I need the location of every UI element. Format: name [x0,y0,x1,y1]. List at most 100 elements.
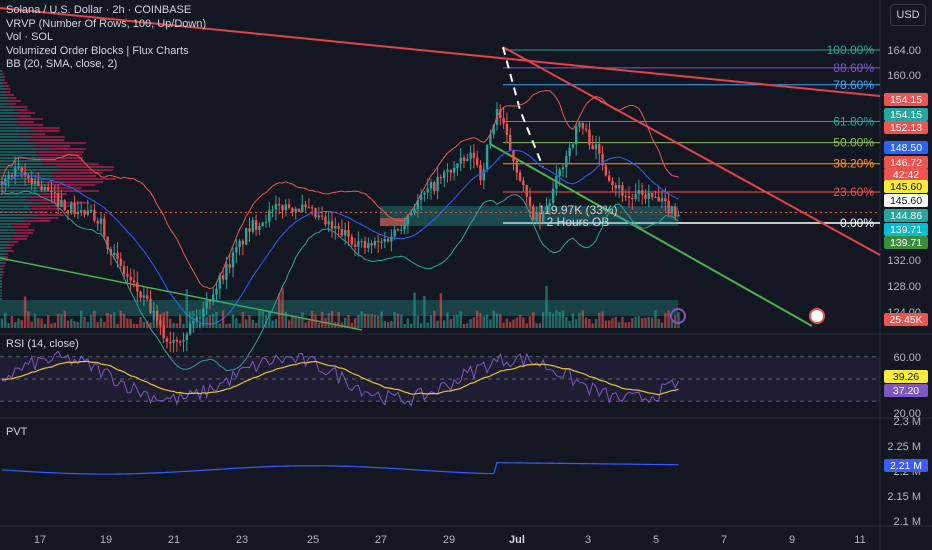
candle-body [452,167,456,173]
candle-body [119,258,122,266]
volume-profile-row [0,274,2,276]
time-axis-tick: 29 [443,534,455,546]
candle-body [380,241,383,243]
volume-profile-row [5,91,11,93]
chart-legend: Solana / U.S. Dollar · 2h · COINBASE VRV… [6,4,206,72]
volume-bar [202,317,205,328]
volume-bar [311,311,314,328]
rsi-value-text: 37.20 [893,385,919,397]
volume-bar [654,310,657,328]
candle-body [241,240,245,245]
volume-profile-row [0,292,1,294]
volume-bar [439,293,443,328]
volume-bar [188,311,192,328]
indicator-bollinger[interactable]: BB (20, SMA, close, 2) [6,58,118,70]
volume-bar [363,313,367,328]
volume-bar [446,312,449,328]
candle-body [396,229,400,231]
order-block-zone [380,206,678,226]
volume-profile-row [0,88,5,90]
candle-body [0,181,4,186]
rsi-pane-label[interactable]: RSI (14, close) [6,338,79,350]
candle-body [555,175,558,189]
candle-body [598,144,601,154]
volume-bar [33,314,37,328]
volume-bar [403,323,406,328]
volume-bar [284,311,287,328]
sparkle-icon[interactable] [670,308,686,324]
trendline-red-lower [502,46,881,256]
volume-bar [198,323,202,328]
candle-body [53,192,56,194]
volume-bar [608,320,611,328]
volume-bar [83,316,86,328]
price-label-text: 145.60 [890,195,922,207]
volume-bar [235,318,238,328]
volume-profile-row [0,244,7,246]
candle-body [80,210,83,212]
candle-body [20,167,23,173]
volume-profile-row [4,253,9,255]
volume-profile-row [1,295,2,297]
candle-body [584,128,588,130]
volume-bar [119,310,122,328]
volume-profile-row [1,280,2,282]
candle-body [637,190,641,194]
volume-profile-row [44,184,96,186]
volume-bar [373,315,377,328]
pvt-pane-label[interactable]: PVT [6,426,28,438]
candle-body [462,157,466,161]
volume-bar [287,320,291,328]
price-label-text: 146.72 [890,157,922,169]
candle-body [581,122,584,129]
volume-bar [314,314,317,328]
candle-body [439,177,443,179]
volume-bar [604,320,608,328]
volume-bar [182,323,185,328]
candle-body [17,167,20,169]
candle-body [297,208,301,212]
volume-bar [499,314,502,328]
volume-bar [212,313,215,328]
candle-body [479,165,482,181]
volume-bar [495,313,499,328]
currency-button[interactable]: USD [890,4,926,26]
candle-body [73,203,76,215]
volume-bar [271,320,274,328]
flag-icon[interactable] [809,308,825,324]
volume-bar [393,311,396,328]
volume-profile-row [0,283,2,285]
volume-bar [218,323,221,328]
volume-profile-row [0,154,38,156]
indicator-vrvp[interactable]: VRVP (Number Of Rows, 100, Up/Down) [6,17,207,30]
volume-bar [129,318,132,328]
candle-body [538,212,542,222]
volume-bar [258,311,261,328]
volume-bar [386,322,390,328]
volume-profile-row [0,256,5,258]
volume-bar [452,315,456,328]
candle-body [367,243,370,248]
volume-profile-row [50,148,86,150]
volume-bar [4,312,7,328]
volume-profile-row [0,127,31,129]
fib-level-label: 0.00% [840,216,874,230]
indicator-order-blocks[interactable]: Volumized Order Blocks | Flux Charts [6,44,189,57]
volume-bar [146,321,149,328]
volume-profile-row [25,199,63,201]
indicator-volume[interactable]: Vol · SOL [6,31,54,43]
candle-body [667,201,670,214]
volume-profile-row [37,154,83,156]
volume-bar [476,310,479,328]
volume-bar [410,323,413,328]
volume-profile-row [0,91,6,93]
bollinger-upper [1,90,679,290]
candle-body [416,200,419,210]
volume-profile-row [0,139,29,141]
volume-bar [469,319,472,328]
candle-body [429,182,433,189]
fib-level-label: 78.60% [833,78,874,92]
candle-body [198,317,202,319]
symbol-title[interactable]: Solana / U.S. Dollar · 2h · COINBASE [6,4,192,16]
